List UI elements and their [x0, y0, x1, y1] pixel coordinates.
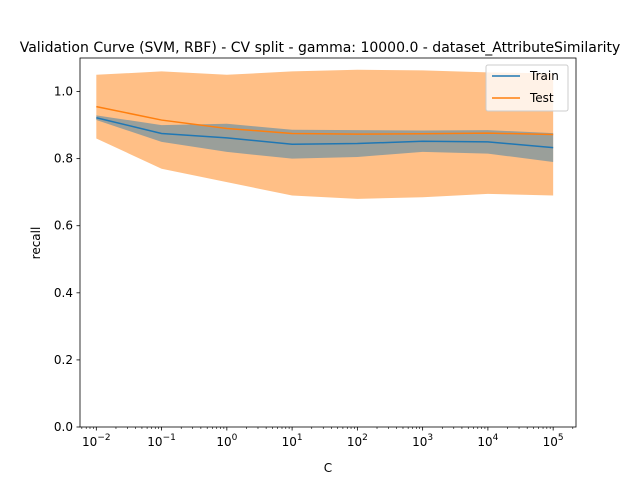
x-tick-label: 103: [412, 433, 433, 449]
series-lines: [96, 105, 554, 149]
plot-area: [96, 69, 554, 199]
y-tick-label: 0.2: [54, 353, 73, 367]
legend-test-label: Test: [529, 91, 554, 105]
y-tick-label: 0.8: [54, 152, 73, 166]
line-test: [96, 105, 554, 136]
y-axis-ticks: 0.0 0.2 0.4 0.6 0.8 1.0: [54, 85, 80, 434]
x-axis-label: C: [324, 461, 332, 475]
x-tick-label: 102: [347, 433, 368, 449]
y-tick-label: 0.0: [54, 420, 73, 434]
legend: Train Test: [485, 64, 569, 112]
x-tick-label: 104: [477, 433, 498, 449]
axes-frame: [79, 57, 577, 428]
x-tick-label: 10−1: [147, 433, 176, 449]
y-tick-label: 0.6: [54, 219, 73, 233]
y-axis-label: recall: [29, 227, 43, 260]
x-tick-label: 10−2: [82, 433, 111, 449]
x-tick-label: 105: [543, 433, 564, 449]
y-tick-label: 1.0: [54, 85, 73, 99]
y-tick-label: 0.4: [54, 286, 73, 300]
line-train: [96, 116, 554, 149]
chart-title: Validation Curve (SVM, RBF) - CV split -…: [20, 40, 621, 56]
legend-train-label: Train: [529, 69, 559, 83]
x-tick-label: 101: [282, 433, 303, 449]
x-axis-ticks: 10−2 10−1 100 101 102 103 104 105: [81, 427, 574, 449]
x-tick-label: 100: [216, 433, 237, 449]
